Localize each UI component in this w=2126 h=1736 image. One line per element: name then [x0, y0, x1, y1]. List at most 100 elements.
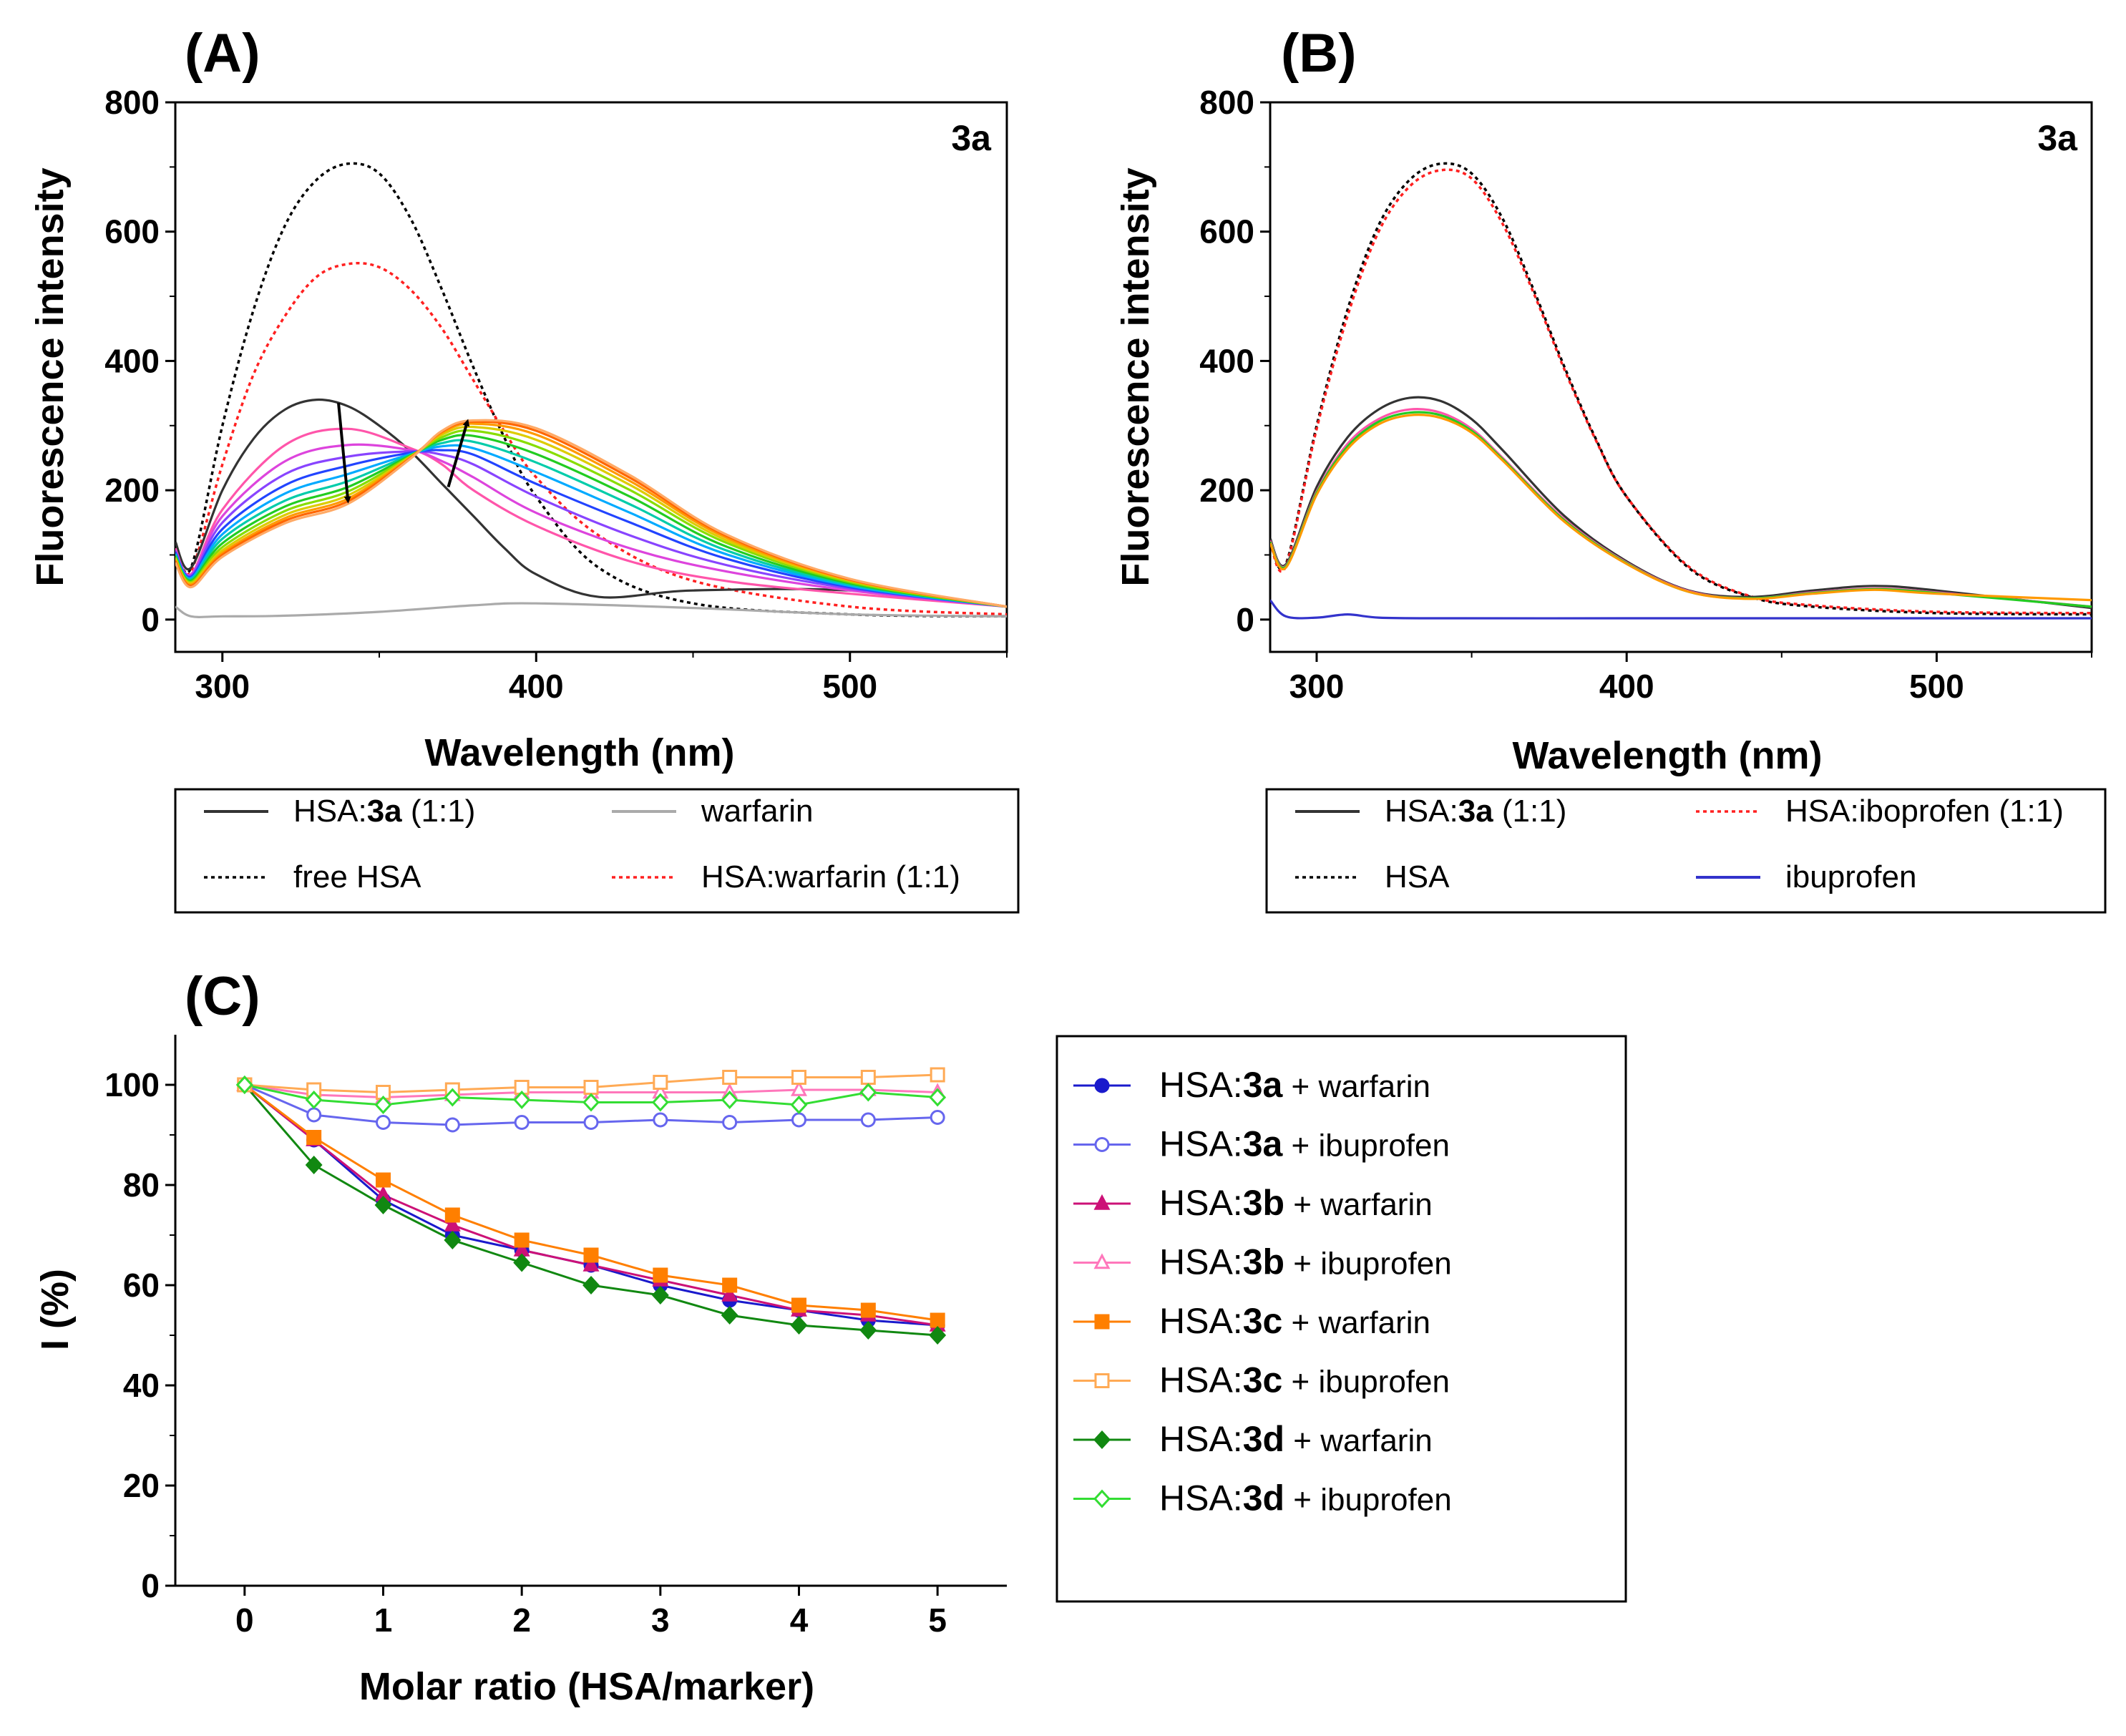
x-tick-label: 500: [822, 668, 877, 705]
y-tick-label: 600: [104, 213, 160, 250]
panel-a-label: (A): [185, 23, 260, 84]
data-point-hsa-3c-ibuprofen: [791, 1070, 806, 1085]
panel-b-y-ticks: 0 200 400 600 800: [1199, 84, 1270, 638]
series-line-titration-8: [175, 429, 1007, 608]
series-line-titration-4: [175, 449, 1007, 608]
legend-label-prefix: HSA:: [1159, 1301, 1243, 1341]
data-point-hsa-3d-warfarin: [374, 1195, 392, 1215]
legend-label-prefix: HSA:: [1159, 1065, 1243, 1105]
panel-b-series: [1270, 162, 2092, 620]
x-tick-label: 400: [509, 668, 564, 705]
legend-label-suffix: + ibuprofen: [1284, 1247, 1452, 1282]
data-point-hsa-3d-ibuprofen: [859, 1083, 877, 1102]
legend-label-prefix: HSA:: [1385, 794, 1458, 829]
panel-c-legend-box: [1055, 1035, 1627, 1603]
series-line-hsa-3a-ibuprofen-2: [1270, 411, 2092, 608]
legend-label: HSA:3d + ibuprofen: [1159, 1478, 1452, 1518]
y-tick-label: 100: [104, 1066, 160, 1103]
series-line-warfarin: [175, 602, 1007, 618]
legend-marker: [1094, 1373, 1110, 1388]
data-point-hsa-3c-warfarin: [860, 1302, 876, 1318]
x-tick-label: 500: [1909, 668, 1964, 705]
data-point-hsa-3d-ibuprofen: [582, 1093, 600, 1112]
series-line-hsa-3a-1-1: [175, 398, 1007, 608]
legend-label: ibuprofen: [1785, 859, 1916, 894]
legend-label-prefix: HSA: [1385, 859, 1450, 894]
data-point-hsa-3c-warfarin: [722, 1277, 738, 1293]
data-point-hsa-3a-ibuprofen: [722, 1115, 738, 1130]
panel-b-corner-note: 3a: [2037, 118, 2078, 158]
legend-label-prefix: HSA:iboprofen (1:1): [1785, 794, 2064, 829]
legend-label-prefix: HSA:: [293, 794, 367, 829]
y-tick-label: 0: [1236, 601, 1254, 638]
data-point-hsa-3d-warfarin: [513, 1253, 531, 1272]
panel-a-y-ticks: 0 200 400 600 800: [104, 84, 175, 638]
legend-label-prefix: HSA:warfarin (1:1): [701, 859, 960, 894]
legend-label-prefix: HSA:: [1159, 1360, 1243, 1400]
data-point-hsa-3c-ibuprofen: [722, 1070, 738, 1085]
panel-b-xlabel: Wavelength (nm): [1512, 734, 1822, 777]
legend-label: HSA:iboprofen (1:1): [1785, 794, 2064, 829]
data-point-hsa-3c-ibuprofen: [930, 1067, 945, 1083]
data-point-hsa-3c-warfarin: [930, 1312, 945, 1328]
data-point-hsa-3d-ibuprofen: [929, 1088, 947, 1107]
y-tick-label: 200: [1199, 472, 1254, 509]
x-tick-label: 0: [235, 1601, 254, 1639]
panel-c-x-ticks: 0 1 2 3 4 5: [235, 1586, 947, 1639]
data-point-hsa-3a-ibuprofen: [376, 1115, 391, 1130]
panel-a: (A) 3a 0 200 400 600 800 300 400 500 Wavelengt…: [29, 23, 1020, 914]
legend-label-bold: 3c: [1243, 1301, 1283, 1341]
series-line-hsa: [1270, 162, 2092, 616]
y-tick-label: 40: [123, 1367, 160, 1404]
data-point-hsa-3b-warfarin: [721, 1285, 738, 1302]
data-point-hsa-3c-warfarin: [376, 1172, 391, 1188]
series-line-hsa-warfarin-1-1: [175, 261, 1007, 616]
x-tick-label: 300: [195, 668, 250, 705]
panel-b-label: (B): [1281, 23, 1357, 84]
panel-a-legend: HSA:3a (1:1) warfarin free HSA HSA:warfarin…: [204, 794, 960, 894]
legend-label-prefix: HSA:: [1159, 1124, 1243, 1164]
panel-a-xlabel: Wavelength (nm): [424, 731, 734, 774]
data-point-hsa-3d-ibuprofen: [721, 1090, 738, 1110]
legend-label-bold: 3a: [1243, 1065, 1284, 1105]
data-point-hsa-3d-warfarin: [790, 1315, 808, 1335]
panel-c-label: (C): [185, 966, 260, 1027]
legend-label-suffix: (1:1): [402, 794, 476, 829]
series-line-ibuprofen: [1270, 599, 2092, 620]
panel-c: (C) 0 20 40 60 80 100 0 1 2 3 4 5 Molar ratio (HSA…: [34, 966, 1627, 1708]
x-tick-label: 5: [928, 1601, 947, 1639]
data-point-hsa-3c-warfarin: [444, 1207, 460, 1223]
legend-label: free HSA: [293, 859, 421, 894]
legend-label-suffix: + warfarin: [1282, 1069, 1430, 1104]
legend-label-prefix: free HSA: [293, 859, 421, 894]
panel-c-y-ticks: 0 20 40 60 80 100: [104, 1066, 175, 1604]
legend-marker: [1094, 1137, 1110, 1152]
trend-arrow: [447, 419, 470, 488]
legend-label-prefix: HSA:: [1159, 1478, 1243, 1518]
y-tick-label: 80: [123, 1166, 160, 1204]
data-point-hsa-3d-warfarin: [582, 1275, 600, 1295]
legend-label: HSA:3a (1:1): [1385, 794, 1566, 829]
data-point-hsa-3d-ibuprofen: [305, 1090, 323, 1110]
data-point-hsa-3b-warfarin: [444, 1215, 461, 1232]
series-line-hsa-3a-ibuprofen-3: [1270, 414, 2092, 602]
series-line-titration-7: [175, 434, 1007, 608]
data-point-hsa-3c-ibuprofen: [583, 1080, 599, 1095]
series-line-hsa-3a-ibuprofen-1: [1270, 408, 2092, 608]
legend-label: HSA:3b + ibuprofen: [1159, 1242, 1452, 1282]
data-point-hsa-3d-warfarin: [721, 1305, 738, 1325]
legend-marker: [1093, 1430, 1111, 1450]
data-point-hsa-3d-ibuprofen: [444, 1088, 462, 1107]
series-line-hsa-3a-1-1: [1270, 396, 2092, 610]
legend-label-suffix: + ibuprofen: [1282, 1128, 1450, 1164]
panel-b-ylabel: Fluorescence intensity: [1114, 167, 1157, 586]
y-tick-label: 0: [141, 601, 160, 638]
y-tick-label: 800: [1199, 84, 1254, 121]
legend-label-bold: 3a: [1243, 1124, 1284, 1164]
y-tick-label: 800: [104, 84, 160, 121]
legend-marker: [1094, 1314, 1110, 1330]
legend-label: HSA:3a (1:1): [293, 794, 475, 829]
data-point-hsa-3c-warfarin: [306, 1130, 322, 1145]
legend-label-suffix: + ibuprofen: [1282, 1365, 1450, 1400]
panel-a-arrows: [337, 402, 470, 504]
